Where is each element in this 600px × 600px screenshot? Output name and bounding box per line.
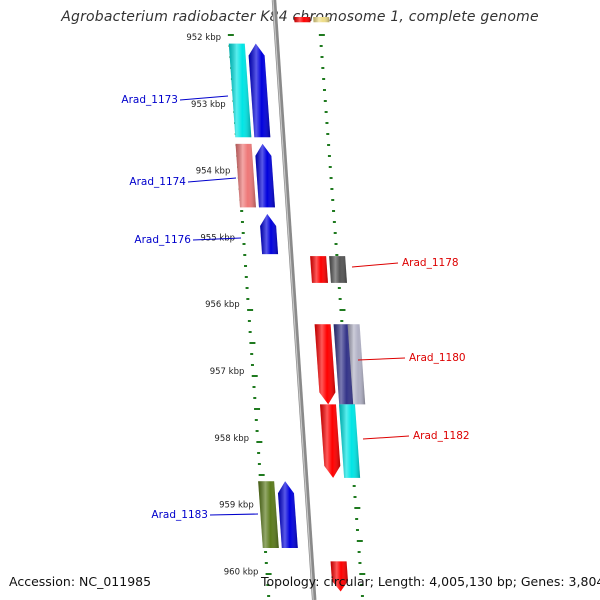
gene-g7	[329, 256, 347, 283]
gene-shading	[319, 404, 341, 478]
gene-labels: Arad_1173 Arad_1174 Arad_1176 Arad_1178 Arad…	[121, 94, 469, 521]
chromosome-backbone	[271, 0, 317, 600]
kbp-tick-label: 953 kbp	[191, 100, 226, 110]
gene-g6	[310, 256, 328, 283]
gene-label-arad_1183: Arad_1183	[151, 509, 208, 521]
gene-shading	[313, 16, 330, 23]
gene-shading	[310, 256, 328, 283]
gene-shading	[248, 43, 271, 138]
gene-shading	[255, 143, 275, 208]
kbp-tick-label: 959 kbp	[219, 501, 254, 511]
gene-shading	[338, 404, 361, 478]
label-leader-line	[192, 237, 242, 241]
accession-text: Accession: NC_011985	[9, 574, 152, 589]
gene-label-arad_1173: Arad_1173	[121, 94, 178, 106]
gene-label-arad_1176: Arad_1176	[134, 234, 191, 246]
gene-top-red	[294, 16, 311, 23]
kbp-tick-label: 955 kbp	[200, 233, 235, 243]
gene-label-arad_1178: Arad_1178	[402, 257, 459, 269]
gene-g1	[228, 43, 252, 138]
gene-g12	[338, 404, 361, 478]
label-leader-line	[179, 95, 229, 101]
gene-shading	[277, 481, 298, 549]
gene-shading	[329, 256, 347, 283]
gene-g14	[277, 481, 298, 549]
gene-g8	[314, 324, 336, 405]
kbp-tick-label: 960 kbp	[224, 567, 259, 577]
gene-bottom-red	[330, 561, 348, 592]
kbp-tick-label: 956 kbp	[205, 300, 240, 310]
gene-g5	[260, 214, 279, 255]
gene-shading	[347, 324, 366, 405]
kbp-tick-label: 958 kbp	[214, 434, 249, 444]
gene-label-arad_1182: Arad_1182	[413, 430, 470, 442]
gene-label-arad_1180: Arad_1180	[409, 352, 466, 364]
gene-shading	[314, 324, 336, 405]
backbone-line	[271, 0, 317, 600]
label-leader-line	[362, 435, 410, 440]
gene-shading	[330, 561, 348, 592]
gene-g10	[347, 324, 366, 405]
kbp-tick-label: 957 kbp	[210, 367, 245, 377]
gene-label-arad_1174: Arad_1174	[129, 176, 186, 188]
gene-g11	[319, 404, 341, 478]
gene-shading	[258, 481, 279, 549]
label-leader-line	[187, 177, 237, 183]
kbp-tick-label: 954 kbp	[196, 167, 231, 177]
gene-shading	[294, 16, 311, 23]
topology-text: Topology: circular; Length: 4,005,130 bp…	[261, 574, 600, 589]
gene-tracks	[228, 16, 366, 592]
gene-top-yellow	[313, 16, 330, 23]
gene-g3	[235, 143, 256, 208]
backbone-highlight	[272, 0, 314, 600]
gene-g2	[248, 43, 271, 138]
kbp-tick-label: 952 kbp	[186, 33, 221, 43]
gene-g4	[255, 143, 275, 208]
label-leader-line	[209, 513, 259, 516]
gene-shading	[228, 43, 252, 138]
gene-g13	[258, 481, 279, 549]
gene-shading	[235, 143, 256, 208]
label-leader-line	[357, 357, 406, 361]
gene-shading	[260, 214, 279, 255]
label-leader-line	[351, 262, 399, 268]
